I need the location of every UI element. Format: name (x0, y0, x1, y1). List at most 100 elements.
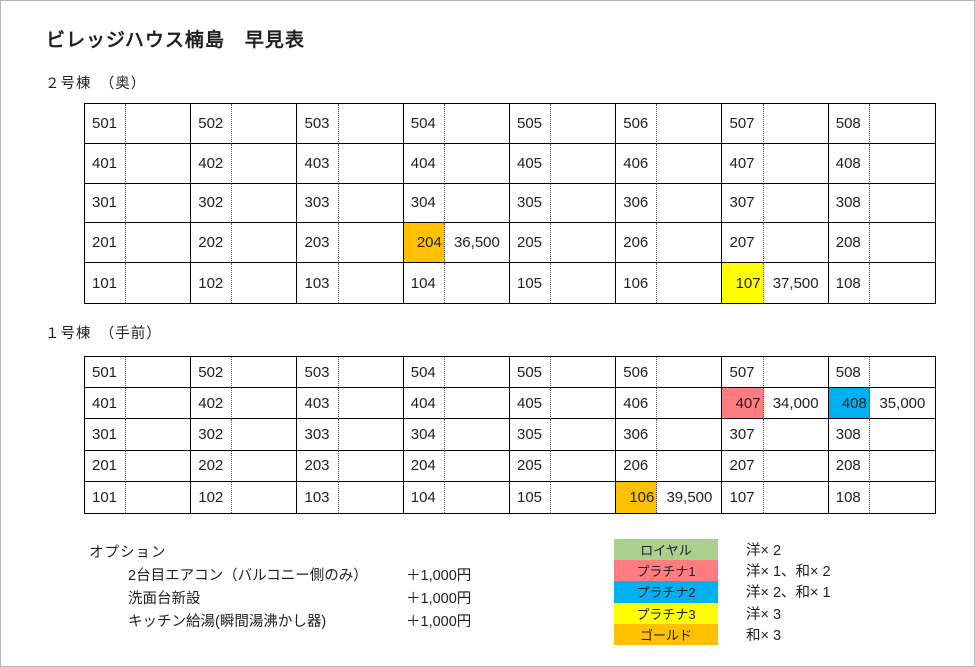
price-cell-407[interactable] (763, 143, 829, 184)
price-cell-202[interactable] (232, 223, 298, 264)
room-cell-408[interactable]: 408 (828, 143, 870, 184)
price-cell-308[interactable] (869, 184, 935, 224)
room-cell-308[interactable]: 308 (828, 183, 870, 224)
price-cell-505[interactable] (551, 357, 617, 389)
price-cell-508[interactable] (869, 104, 935, 144)
room-cell-203[interactable]: 203 (297, 223, 339, 264)
price-cell-401[interactable] (126, 143, 192, 184)
room-cell-106[interactable]: 106 (616, 263, 658, 303)
room-cell-405[interactable]: 405 (509, 388, 552, 420)
room-cell-304[interactable]: 304 (403, 419, 445, 451)
room-cell-205[interactable]: 205 (509, 450, 552, 482)
room-cell-103[interactable]: 103 (297, 481, 339, 513)
price-cell-207[interactable] (763, 450, 829, 482)
room-cell-305[interactable]: 305 (509, 183, 552, 224)
room-cell-401[interactable]: 401 (85, 143, 127, 184)
room-cell-505[interactable]: 505 (509, 104, 552, 144)
room-cell-404[interactable]: 404 (403, 143, 445, 184)
price-cell-306[interactable] (657, 183, 723, 224)
price-cell-206[interactable] (657, 450, 723, 482)
price-cell-203[interactable] (338, 450, 404, 482)
price-cell-404[interactable] (444, 143, 510, 184)
price-cell-403[interactable] (338, 143, 404, 184)
room-cell-302[interactable]: 302 (191, 419, 233, 451)
room-cell-307[interactable]: 307 (722, 419, 764, 451)
room-cell-503[interactable]: 503 (297, 104, 339, 144)
room-cell-408[interactable]: 408 (828, 388, 870, 420)
room-cell-104[interactable]: 104 (404, 263, 445, 303)
room-cell-406[interactable]: 406 (616, 388, 658, 420)
price-cell-504[interactable] (444, 104, 510, 144)
room-cell-102[interactable]: 102 (191, 481, 233, 513)
price-cell-308[interactable] (869, 419, 935, 451)
price-cell-105[interactable] (551, 263, 617, 303)
room-cell-201[interactable]: 201 (85, 450, 127, 482)
price-cell-201[interactable] (126, 450, 192, 482)
room-cell-306[interactable]: 306 (616, 419, 658, 451)
room-cell-203[interactable]: 203 (297, 450, 339, 482)
room-cell-406[interactable]: 406 (616, 143, 658, 184)
price-cell-305[interactable] (551, 183, 617, 224)
room-cell-301[interactable]: 301 (85, 183, 127, 224)
room-cell-308[interactable]: 308 (828, 419, 870, 451)
price-cell-105[interactable] (551, 481, 617, 513)
price-cell-506[interactable] (657, 357, 723, 389)
room-cell-504[interactable]: 504 (403, 357, 445, 389)
price-cell-402[interactable] (232, 388, 298, 420)
price-cell-407[interactable]: 34,000 (763, 388, 829, 420)
room-cell-407[interactable]: 407 (722, 388, 764, 420)
price-cell-205[interactable] (551, 450, 617, 482)
price-cell-304[interactable] (444, 183, 510, 224)
room-cell-208[interactable]: 208 (828, 450, 870, 482)
price-cell-208[interactable] (869, 451, 935, 482)
price-cell-401[interactable] (126, 388, 192, 420)
price-cell-301[interactable] (126, 419, 192, 451)
price-cell-405[interactable] (551, 388, 617, 420)
price-cell-302[interactable] (232, 183, 298, 224)
room-cell-402[interactable]: 402 (191, 388, 233, 420)
room-cell-507[interactable]: 507 (722, 104, 764, 144)
price-cell-303[interactable] (338, 183, 404, 224)
price-cell-501[interactable] (126, 357, 192, 389)
price-cell-101[interactable] (126, 263, 192, 303)
price-cell-404[interactable] (444, 388, 510, 420)
price-cell-507[interactable] (763, 357, 829, 389)
room-cell-103[interactable]: 103 (297, 263, 339, 303)
price-cell-202[interactable] (232, 450, 298, 482)
price-cell-508[interactable] (869, 357, 935, 389)
price-cell-503[interactable] (338, 104, 404, 144)
price-cell-304[interactable] (444, 419, 510, 451)
price-cell-106[interactable] (657, 263, 723, 303)
room-cell-101[interactable]: 101 (85, 263, 127, 303)
room-cell-502[interactable]: 502 (191, 104, 233, 144)
price-cell-405[interactable] (551, 143, 617, 184)
room-cell-506[interactable]: 506 (616, 104, 658, 144)
room-cell-102[interactable]: 102 (191, 263, 233, 303)
price-cell-102[interactable] (232, 481, 298, 513)
room-cell-306[interactable]: 306 (616, 183, 658, 224)
room-cell-403[interactable]: 403 (297, 388, 339, 420)
price-cell-406[interactable] (657, 143, 723, 184)
room-cell-307[interactable]: 307 (722, 183, 764, 224)
room-cell-106[interactable]: 106 (616, 481, 658, 513)
room-cell-508[interactable]: 508 (828, 357, 870, 389)
price-cell-501[interactable] (126, 104, 192, 144)
price-cell-205[interactable] (551, 223, 617, 264)
room-cell-303[interactable]: 303 (297, 183, 339, 224)
price-cell-204[interactable] (444, 450, 510, 482)
room-cell-108[interactable]: 108 (829, 263, 870, 303)
room-cell-506[interactable]: 506 (616, 357, 658, 389)
price-cell-408[interactable]: 35,000 (869, 388, 935, 420)
room-cell-505[interactable]: 505 (509, 357, 552, 389)
room-cell-404[interactable]: 404 (403, 388, 445, 420)
room-cell-202[interactable]: 202 (191, 223, 233, 264)
price-cell-206[interactable] (657, 223, 723, 264)
room-cell-105[interactable]: 105 (510, 481, 552, 513)
price-cell-302[interactable] (232, 419, 298, 451)
price-cell-108[interactable] (870, 263, 935, 303)
price-cell-101[interactable] (126, 481, 192, 513)
room-cell-305[interactable]: 305 (509, 419, 552, 451)
price-cell-107[interactable] (764, 481, 829, 513)
room-cell-107[interactable]: 107 (722, 481, 764, 513)
price-cell-104[interactable] (445, 263, 510, 303)
